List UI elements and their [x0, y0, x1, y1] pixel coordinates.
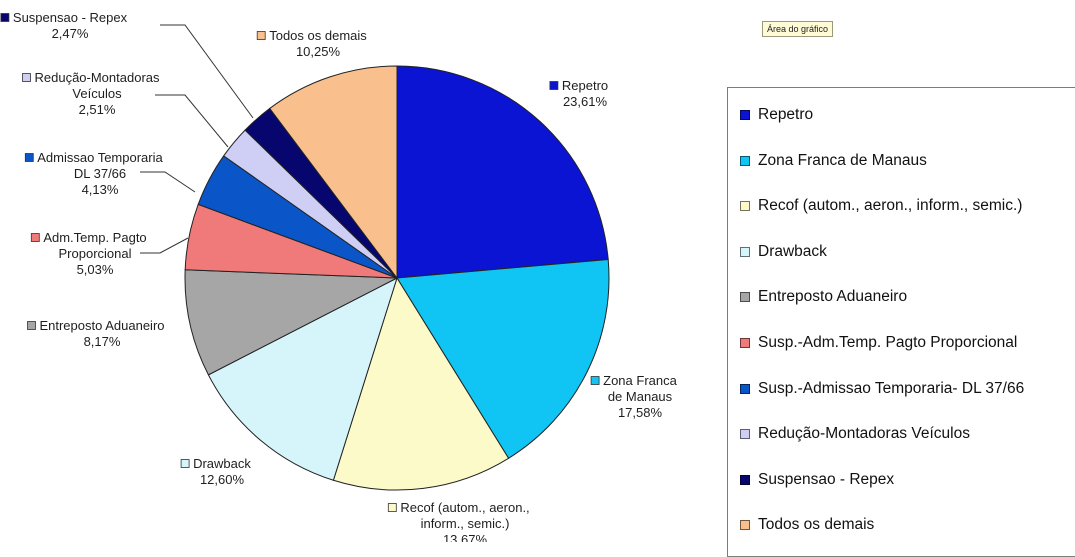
legend-swatch: [740, 338, 750, 348]
data-labels: Repetro 23,61% Zona Franca de Manaus 17,58% R…: [0, 10, 678, 542]
chart-legend: Repetro Zona Franca de Manaus Recof (autom…: [727, 87, 1075, 557]
legend-item: Entreposto Aduaneiro: [740, 287, 907, 307]
legend-swatch: [740, 155, 750, 166]
legend-item: Drawback: [740, 242, 827, 262]
legend-item: Repetro: [740, 105, 813, 125]
data-label-9: Todos os demais 10,25%: [269, 28, 367, 59]
data-label-marker-2: [387, 503, 397, 512]
data-label-marker-7: [22, 73, 31, 82]
legend-swatch: [740, 110, 750, 120]
legend-swatch: [740, 474, 750, 485]
leader-line-5: [140, 237, 189, 254]
pie-slice-3: [207, 277, 398, 481]
legend-label: Redução-Montadoras Veículos: [758, 425, 970, 443]
data-label-5: Adm.Temp. Pagto Proporcional 5,03%: [43, 230, 146, 277]
pie-slices: [184, 65, 610, 491]
data-label-marker-8: [0, 13, 10, 22]
data-label-7: Redução-Montadoras Veículos 2,51%: [34, 70, 160, 117]
legend-item: Todos os demais: [740, 515, 874, 535]
data-label-marker-6: [24, 153, 34, 162]
data-label-marker-4: [27, 321, 36, 330]
legend-label: Zona Franca de Manaus: [758, 151, 927, 169]
data-label-marker-3: [180, 459, 190, 468]
chart-area-tooltip: Área do gráfico: [762, 21, 834, 37]
legend-item: Suspensao - Repex: [740, 470, 894, 490]
legend-label: Drawback: [758, 242, 827, 260]
legend-swatch: [740, 429, 750, 440]
data-label-marker-9: [256, 31, 266, 40]
pie-slice-1: [396, 258, 610, 459]
legend-swatch: [740, 292, 750, 303]
data-label-2: Recof (autom., aeron., inform., semic.) 13…: [400, 500, 529, 542]
data-label-marker-5: [30, 233, 40, 242]
legend-label: Suspensao - Repex: [758, 470, 895, 488]
data-label-marker-0: [549, 81, 559, 90]
pie-slice-4: [184, 269, 399, 376]
pie-slice-0: [396, 65, 609, 279]
legend-item: Zona Franca de Manaus: [740, 151, 927, 171]
legend-label: Entreposto Aduaneiro: [758, 288, 908, 306]
legend-swatch: [740, 520, 750, 531]
legend-label: Todos os demais: [758, 516, 875, 534]
legend-swatch: [740, 246, 750, 257]
leader-line-8: [160, 24, 254, 119]
data-label-1: Zona Franca de Manaus 17,58%: [603, 373, 677, 420]
data-label-3: Drawback 12,60%: [193, 456, 251, 487]
data-label-4: Entreposto Aduaneiro 8,17%: [39, 318, 164, 349]
legend-label: Susp.-Admissao Temporaria- DL 37/66: [758, 379, 1025, 397]
leader-line-6: [140, 171, 196, 193]
data-label-0: Repetro 23,61%: [562, 78, 608, 109]
legend-item: Susp.-Adm.Temp. Pagto Proporcional: [740, 333, 1017, 353]
pie-chart: Repetro 23,61% Zona Franca de Manaus 17,58% R…: [0, 10, 678, 542]
pie-slice-2: [332, 276, 510, 491]
leader-line-7: [155, 94, 229, 148]
legend-swatch: [740, 201, 750, 212]
legend-item: Susp.-Admissao Temporaria- DL 37/66: [740, 379, 1024, 399]
legend-swatch: [740, 383, 750, 394]
data-label-8: Suspensao - Repex 2,47%: [13, 10, 128, 41]
legend-item: Recof (autom., aeron., inform., semic.): [740, 196, 1022, 216]
data-label-marker-1: [590, 376, 600, 385]
leader-lines: [140, 24, 254, 254]
legend-label: Susp.-Adm.Temp. Pagto Proporcional: [758, 334, 1018, 351]
legend-label: Recof (autom., aeron., inform., semic.): [758, 197, 1023, 215]
legend-item: Redução-Montadoras Veículos: [740, 424, 970, 444]
pie-slice-9: [269, 65, 398, 280]
legend-label: Repetro: [758, 106, 814, 123]
data-label-6: Admissao Temporaria DL 37/66 4,13%: [37, 150, 163, 197]
